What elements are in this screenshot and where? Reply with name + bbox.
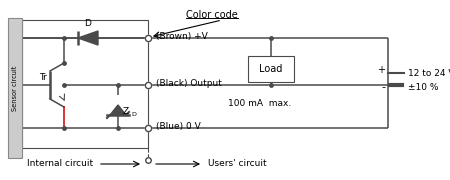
Text: +: + xyxy=(377,65,385,75)
Text: (Blue) 0 V: (Blue) 0 V xyxy=(156,123,201,132)
Text: Users' circuit: Users' circuit xyxy=(208,159,266,168)
Text: Color code: Color code xyxy=(186,10,238,20)
Text: (Brown) +V: (Brown) +V xyxy=(156,33,208,42)
Text: (Black) Output: (Black) Output xyxy=(156,80,222,89)
Text: D: D xyxy=(85,19,91,28)
Text: D: D xyxy=(131,112,136,118)
Text: Sensor circuit: Sensor circuit xyxy=(12,65,18,111)
Polygon shape xyxy=(78,31,98,45)
Text: Internal circuit: Internal circuit xyxy=(27,159,93,168)
Text: -: - xyxy=(381,82,385,92)
Text: 100 mA  max.: 100 mA max. xyxy=(228,99,292,108)
Polygon shape xyxy=(110,105,126,115)
Bar xyxy=(8,18,22,158)
Text: Tr: Tr xyxy=(39,73,47,82)
Bar xyxy=(22,20,148,148)
Bar xyxy=(248,56,294,82)
Text: Z: Z xyxy=(123,107,129,116)
Text: ±10 %: ±10 % xyxy=(408,84,438,93)
Text: Load: Load xyxy=(259,64,283,74)
Text: 12 to 24 V DC: 12 to 24 V DC xyxy=(408,69,450,78)
